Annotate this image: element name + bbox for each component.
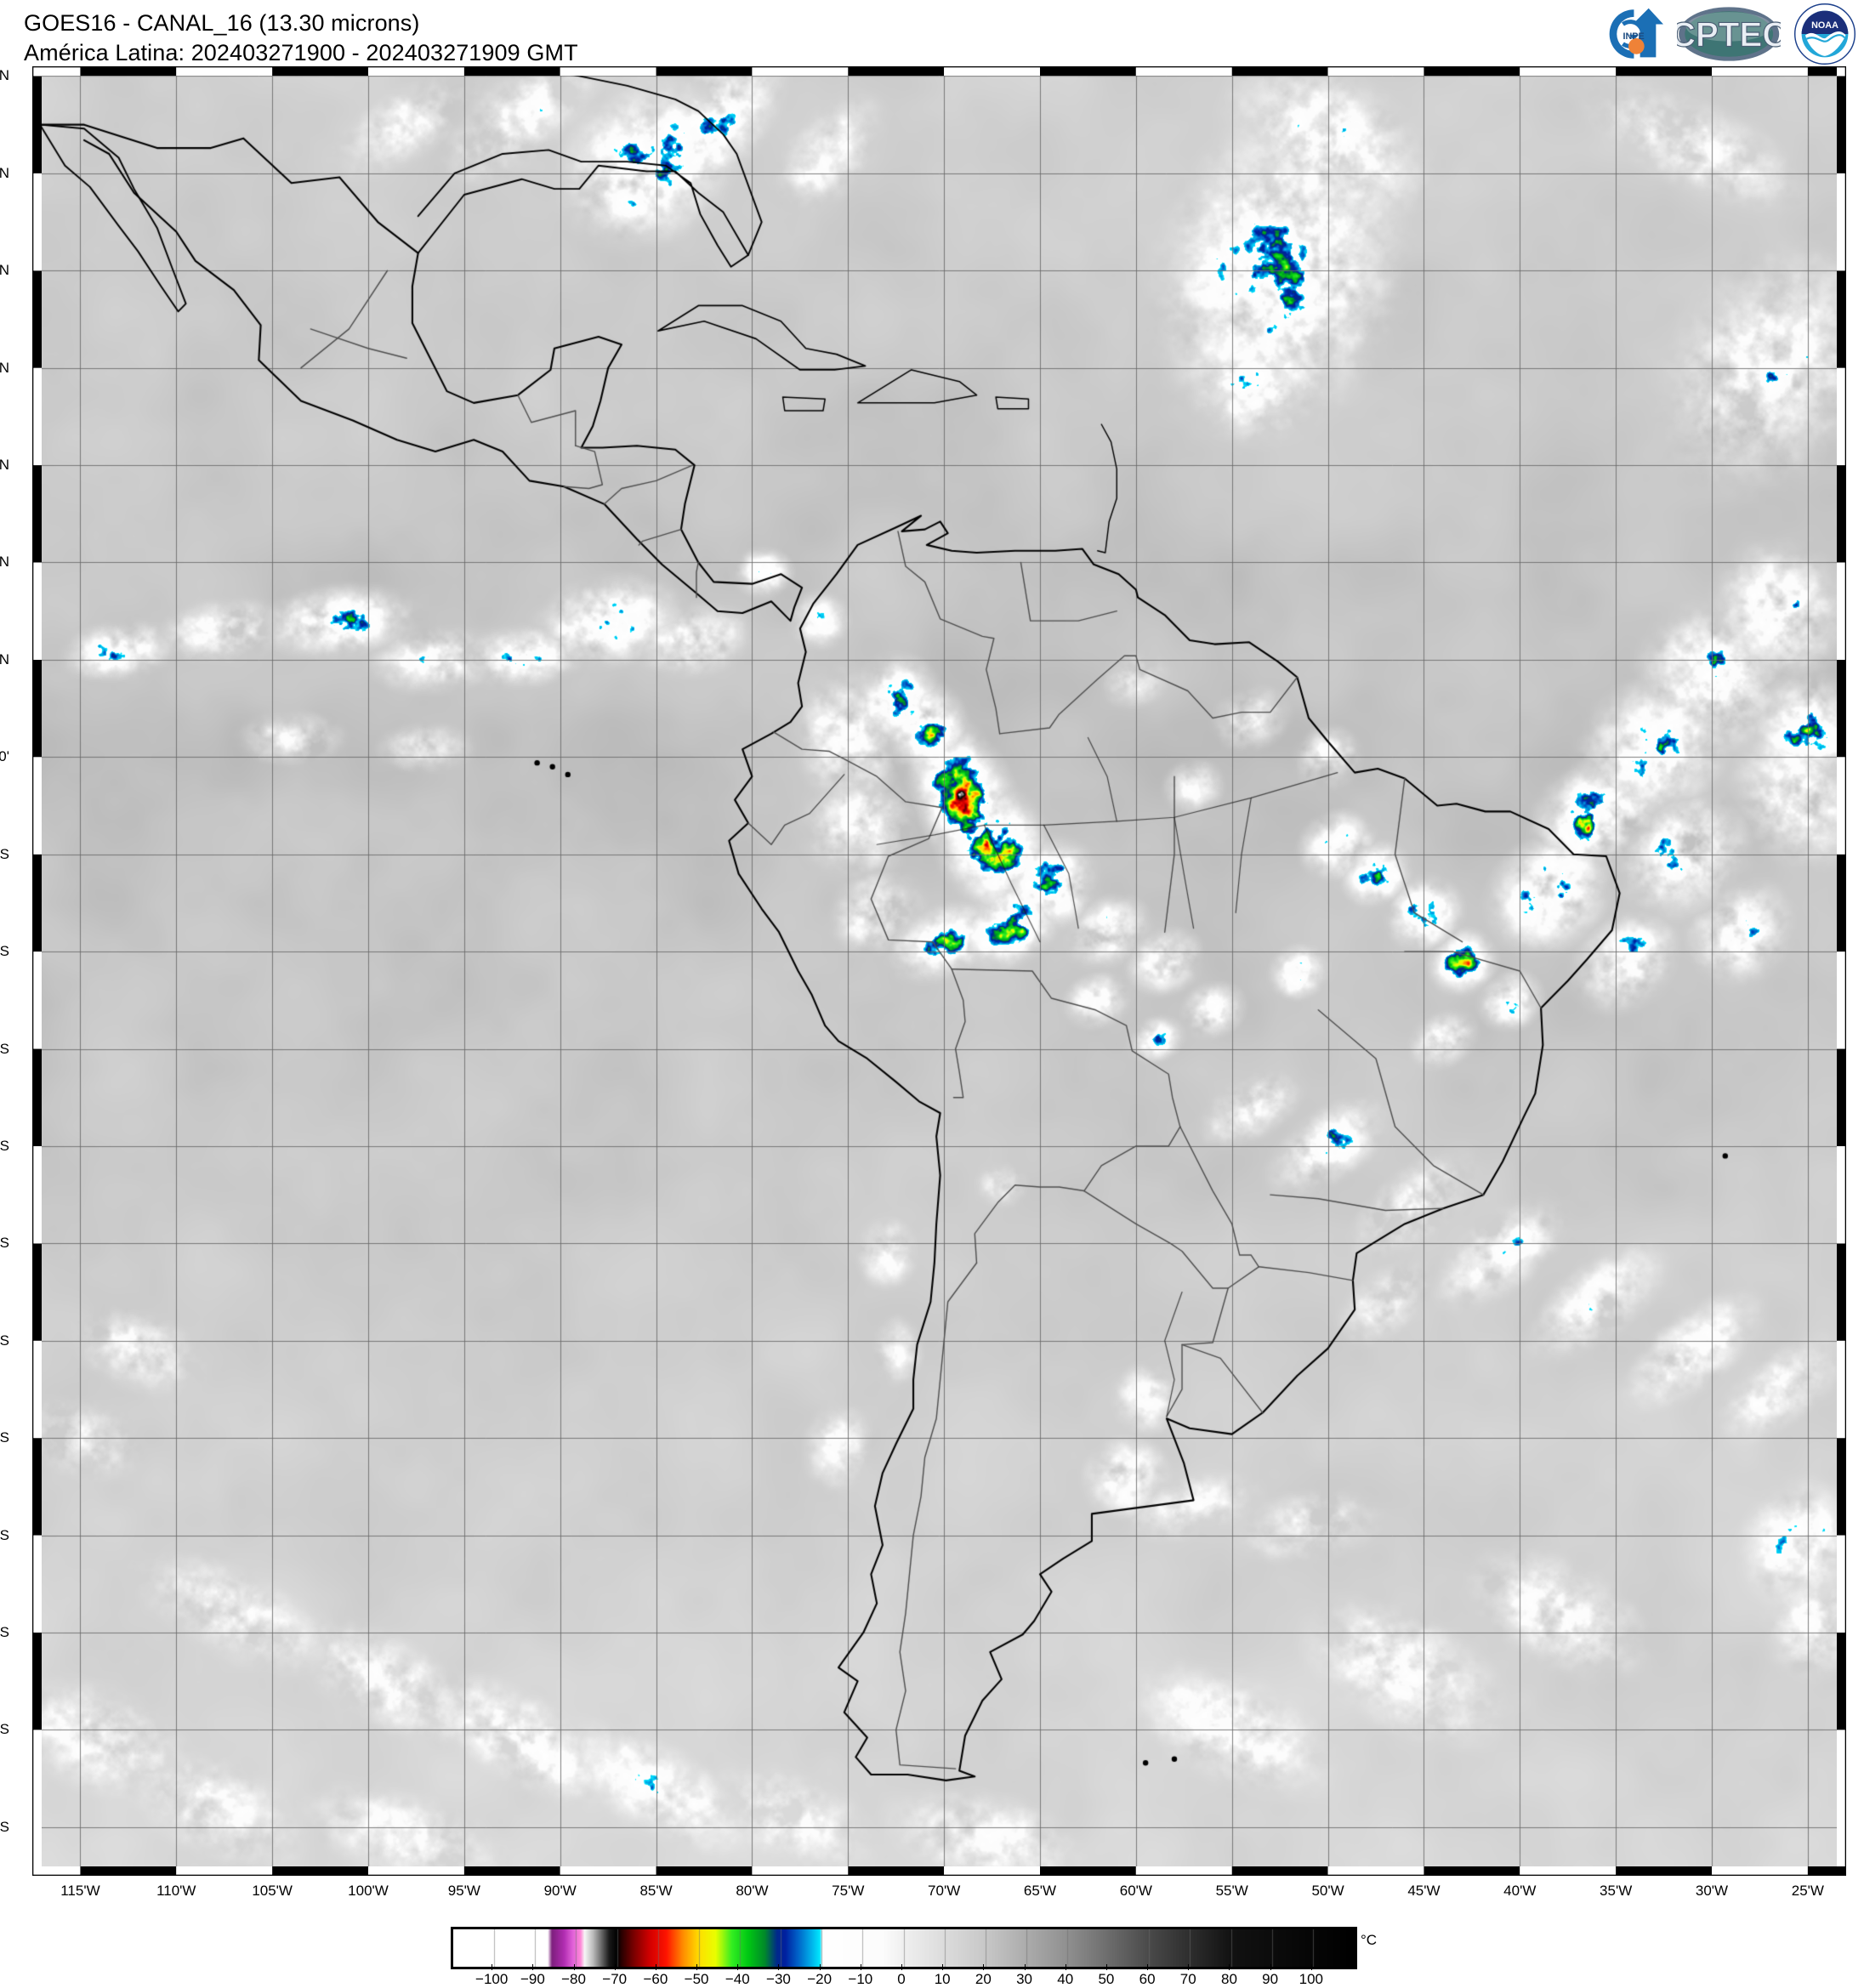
- longitude-tick-label: 55'W: [1215, 1883, 1248, 1899]
- colorbar-tick-label: −60: [643, 1971, 668, 1987]
- latitude-tick-label: 10'S: [0, 943, 9, 960]
- colorbar-tick-label: 70: [1179, 1971, 1196, 1987]
- latitude-tick-label: 15'S: [0, 1040, 9, 1057]
- latitude-tick-label: 20'S: [0, 1137, 9, 1154]
- latitude-tick-label: 55'S: [0, 1818, 9, 1835]
- longitude-tick-label: 90'W: [543, 1883, 577, 1899]
- longitude-tick-label: 50'W: [1311, 1883, 1344, 1899]
- latitude-tick-label: 45'S: [0, 1623, 9, 1640]
- satellite-figure: 35'N 30'N 25'N 20'N 15'N 10'N 5'N 0' 5'S 10'S 15'S…: [0, 66, 1864, 1987]
- longitude-tick-label: 30'W: [1695, 1883, 1729, 1899]
- colorbar-tick-label: 50: [1098, 1971, 1115, 1987]
- longitude-tick-label: 100'W: [348, 1883, 389, 1899]
- inpe-logo: INPE: [1609, 8, 1663, 59]
- colorbar-tick-label: −30: [766, 1971, 791, 1987]
- latitude-tick-label: 15'N: [0, 457, 9, 474]
- colorbar: −100 −90 −80 −70 −60 −50 −40 −30 −20 −10 0 10 20 30 40…: [0, 1920, 1864, 1987]
- longitude-tick-label: 110'W: [156, 1883, 196, 1899]
- colorbar-tick: [573, 1964, 575, 1970]
- longitude-tick-label: 70'W: [928, 1883, 961, 1899]
- colorbar-tick: [1310, 1964, 1312, 1970]
- colorbar-tick-label: 100: [1299, 1971, 1323, 1987]
- colorbar-tick: [737, 1964, 739, 1970]
- colorbar-tick-label: 40: [1057, 1971, 1074, 1987]
- latitude-tick-label: 0': [0, 748, 9, 765]
- cptec-logo: CPTEC: [1677, 7, 1781, 61]
- title-block: GOES16 - CANAL_16 (13.30 microns) Améric…: [24, 9, 578, 68]
- longitude-tick-label: 35'W: [1600, 1883, 1633, 1899]
- colorbar-tick-label: −90: [520, 1971, 545, 1987]
- colorbar-tick-label: 0: [897, 1971, 906, 1987]
- colorbar-tick-label: −100: [475, 1971, 509, 1987]
- colorbar-tick: [901, 1964, 902, 1970]
- latitude-tick-label: 30'N: [0, 164, 9, 181]
- colorbar-tick: [532, 1964, 534, 1970]
- colorbar-tick-label: −80: [561, 1971, 586, 1987]
- longitude-tick-label: 25'W: [1791, 1883, 1824, 1899]
- colorbar-tick: [614, 1964, 616, 1970]
- logo-bar: INPE CPTEC NOAA: [1602, 2, 1855, 66]
- colorbar-tick-label: −40: [725, 1971, 750, 1987]
- colorbar-gradient: [451, 1927, 1357, 1969]
- longitude-tick-label: 40'W: [1503, 1883, 1537, 1899]
- colorbar-tick: [1188, 1964, 1190, 1970]
- colorbar-tick-label: 10: [934, 1971, 951, 1987]
- colorbar-tick-label: −70: [602, 1971, 628, 1987]
- colorbar-tick-label: 60: [1139, 1971, 1156, 1987]
- longitude-tick-label: 45'W: [1407, 1883, 1441, 1899]
- longitude-tick-label: 85'W: [639, 1883, 673, 1899]
- satellite-image-canvas[interactable]: [32, 66, 1846, 1876]
- svg-text:CPTEC: CPTEC: [1677, 15, 1781, 54]
- longitude-tick-label: 95'W: [447, 1883, 480, 1899]
- latitude-tick-label: 10'N: [0, 554, 9, 571]
- latitude-tick-label: 40'S: [0, 1526, 9, 1543]
- colorbar-tick: [696, 1964, 698, 1970]
- svg-text:NOAA: NOAA: [1811, 20, 1838, 31]
- longitude-tick-label: 60'W: [1119, 1883, 1152, 1899]
- map-container[interactable]: [32, 66, 1846, 1876]
- latitude-tick-label: 35'N: [0, 67, 9, 84]
- latitude-tick-label: 50'S: [0, 1721, 9, 1738]
- noaa-logo: NOAA: [1794, 3, 1855, 65]
- longitude-tick-label: 75'W: [832, 1883, 865, 1899]
- colorbar-tick-label: 90: [1262, 1971, 1279, 1987]
- page-header: GOES16 - CANAL_16 (13.30 microns) Améric…: [0, 0, 1864, 68]
- latitude-tick-label: 35'S: [0, 1429, 9, 1446]
- colorbar-tick: [983, 1964, 985, 1970]
- colorbar-tick-label: −10: [848, 1971, 873, 1987]
- colorbar-tick-label: −50: [684, 1971, 709, 1987]
- colorbar-tick: [1229, 1964, 1230, 1970]
- colorbar-tick: [1024, 1964, 1026, 1970]
- colorbar-tick: [819, 1964, 821, 1970]
- product-title: GOES16 - CANAL_16 (13.30 microns): [24, 10, 420, 36]
- colorbar-tick-label: 80: [1220, 1971, 1237, 1987]
- latitude-tick-label: 5'N: [0, 650, 9, 667]
- colorbar-tick: [942, 1964, 944, 1970]
- colorbar-tick-label: 20: [975, 1971, 992, 1987]
- latitude-tick-label: 5'S: [0, 845, 9, 862]
- colorbar-tick: [1147, 1964, 1149, 1970]
- latitude-tick-label: 25'S: [0, 1235, 9, 1252]
- longitude-tick-label: 80'W: [736, 1883, 769, 1899]
- colorbar-tick: [778, 1964, 780, 1970]
- colorbar-unit-label: °C: [1361, 1932, 1378, 1948]
- svg-text:INPE: INPE: [1622, 31, 1644, 42]
- colorbar-tick-label: −20: [807, 1971, 833, 1987]
- colorbar-tick: [1270, 1964, 1271, 1970]
- latitude-tick-label: 25'N: [0, 262, 9, 279]
- longitude-tick-label: 65'W: [1023, 1883, 1057, 1899]
- colorbar-tick-label: 30: [1016, 1971, 1032, 1987]
- colorbar-ticks: −100 −90 −80 −70 −60 −50 −40 −30 −20 −10 0 10 20 30 40…: [451, 1964, 1352, 1987]
- colorbar-tick: [1105, 1964, 1107, 1970]
- longitude-tick-label: 105'W: [252, 1883, 293, 1899]
- latitude-tick-label: 30'S: [0, 1332, 9, 1349]
- longitude-tick-label: 115'W: [60, 1883, 100, 1899]
- product-subtitle: América Latina: 202403271900 - 202403271…: [24, 40, 578, 66]
- latitude-tick-label: 20'N: [0, 359, 9, 376]
